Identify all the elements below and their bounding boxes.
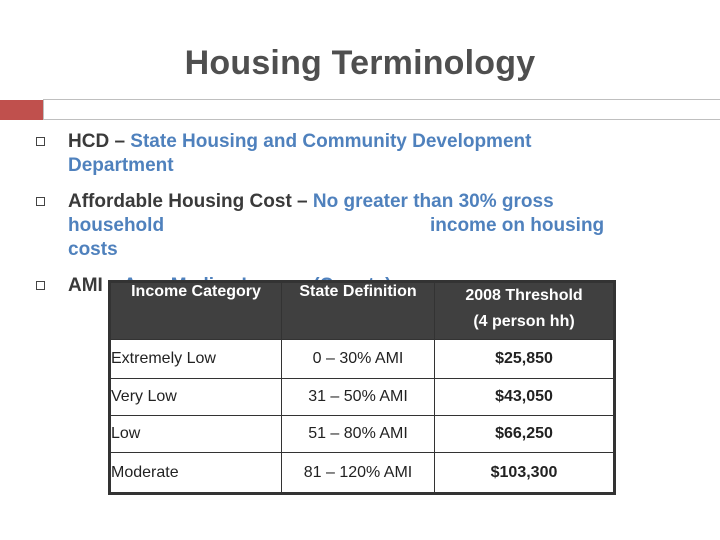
term-separator: – bbox=[291, 191, 313, 212]
term-label: AMI bbox=[68, 275, 103, 296]
term-definition: No greater than 30% gross bbox=[312, 191, 554, 212]
table-header-row: Income Category State Definition 2008 Th… bbox=[109, 281, 615, 340]
cell-income-category: Low bbox=[109, 415, 282, 453]
cell-state-definition: 0 – 30% AMI bbox=[281, 339, 435, 379]
cell-state-definition: 31 – 50% AMI bbox=[281, 378, 435, 416]
cell-income-category: Very Low bbox=[109, 378, 282, 416]
header-2008-threshold: 2008 Threshold (4 person hh) bbox=[434, 281, 615, 340]
header-income-category: Income Category bbox=[109, 281, 282, 340]
bullet-icon bbox=[36, 130, 54, 154]
cell-threshold: $66,250 bbox=[434, 415, 615, 453]
cell-threshold: $103,300 bbox=[434, 452, 615, 494]
term-definition: costs bbox=[68, 239, 118, 260]
bullet-line: household income on housing bbox=[68, 214, 628, 238]
cell-income-category: Moderate bbox=[109, 452, 282, 494]
bullet-line: Affordable Housing Cost – No greater tha… bbox=[68, 190, 628, 214]
table-row: Very Low 31 – 50% AMI $43,050 bbox=[109, 378, 615, 416]
term-definition: household bbox=[68, 215, 165, 236]
title-divider-top bbox=[44, 99, 720, 100]
bullet-hcd: HCD – State Housing and Community Develo… bbox=[68, 130, 628, 178]
header-threshold-label: 2008 Threshold bbox=[465, 287, 583, 304]
table-row: Low 51 – 80% AMI $66,250 bbox=[109, 415, 615, 453]
term-label: Affordable Housing Cost bbox=[68, 191, 292, 212]
term-definition: income on housing bbox=[430, 215, 605, 236]
term-definition: State Housing and Community Development … bbox=[68, 131, 532, 176]
title-divider-edge bbox=[43, 99, 44, 120]
bullet-affordable-housing: Affordable Housing Cost – No greater tha… bbox=[68, 190, 628, 262]
cell-threshold: $25,850 bbox=[434, 339, 615, 379]
title-divider-bottom bbox=[44, 119, 720, 120]
header-threshold-sublabel: (4 person hh) bbox=[473, 313, 575, 330]
cell-state-definition: 51 – 80% AMI bbox=[281, 415, 435, 453]
table-row: Moderate 81 – 120% AMI $103,300 bbox=[109, 452, 615, 494]
bullet-line: costs bbox=[68, 238, 628, 262]
term-label: HCD bbox=[68, 131, 110, 152]
term-separator: – bbox=[109, 131, 131, 152]
income-category-table: Income Category State Definition 2008 Th… bbox=[108, 280, 616, 495]
cell-income-category: Extremely Low bbox=[109, 339, 282, 379]
slide-title: Housing Terminology bbox=[184, 44, 536, 82]
bullet-icon bbox=[36, 274, 54, 298]
header-state-definition: State Definition bbox=[281, 281, 435, 340]
cell-threshold: $43,050 bbox=[434, 378, 615, 416]
bullet-icon bbox=[36, 190, 54, 214]
table-row: Extremely Low 0 – 30% AMI $25,850 bbox=[109, 339, 615, 379]
cell-state-definition: 81 – 120% AMI bbox=[281, 452, 435, 494]
accent-bar bbox=[0, 100, 44, 120]
